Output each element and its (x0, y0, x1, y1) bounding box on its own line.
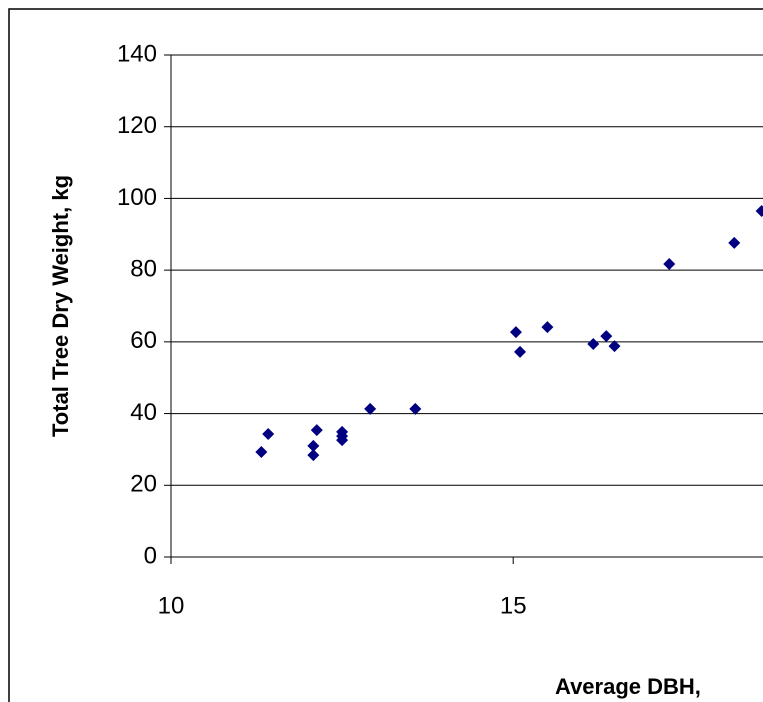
data-point (409, 402, 422, 415)
y-tick-label: 100 (117, 184, 157, 211)
data-point (255, 445, 268, 458)
data-point (608, 340, 621, 353)
data-point (541, 321, 554, 334)
data-point (600, 330, 613, 343)
chart-frame (8, 8, 763, 702)
data-point (307, 449, 320, 462)
data-point (509, 326, 522, 339)
data-point (364, 402, 377, 415)
data-point (307, 439, 320, 452)
y-tick-label: 140 (117, 40, 157, 67)
data-point (262, 428, 275, 441)
y-tick-label: 20 (130, 471, 157, 498)
data-point (587, 338, 600, 351)
data-point (728, 236, 741, 249)
data-point (663, 258, 676, 271)
x-tick-label: 15 (500, 592, 527, 619)
y-axis-title: Total Tree Dry Weight, kg (48, 175, 73, 437)
y-tick-label: 0 (144, 542, 157, 569)
y-tick-label: 120 (117, 112, 157, 139)
data-point (755, 204, 763, 217)
x-tick-label: 10 (158, 592, 185, 619)
data-point (514, 345, 527, 358)
y-tick-label: 40 (130, 399, 157, 426)
data-point (310, 424, 323, 437)
y-tick-label: 80 (130, 255, 157, 282)
y-tick-label: 60 (130, 327, 157, 354)
x-axis-title: Average DBH, (555, 674, 701, 699)
data-point (336, 434, 349, 447)
